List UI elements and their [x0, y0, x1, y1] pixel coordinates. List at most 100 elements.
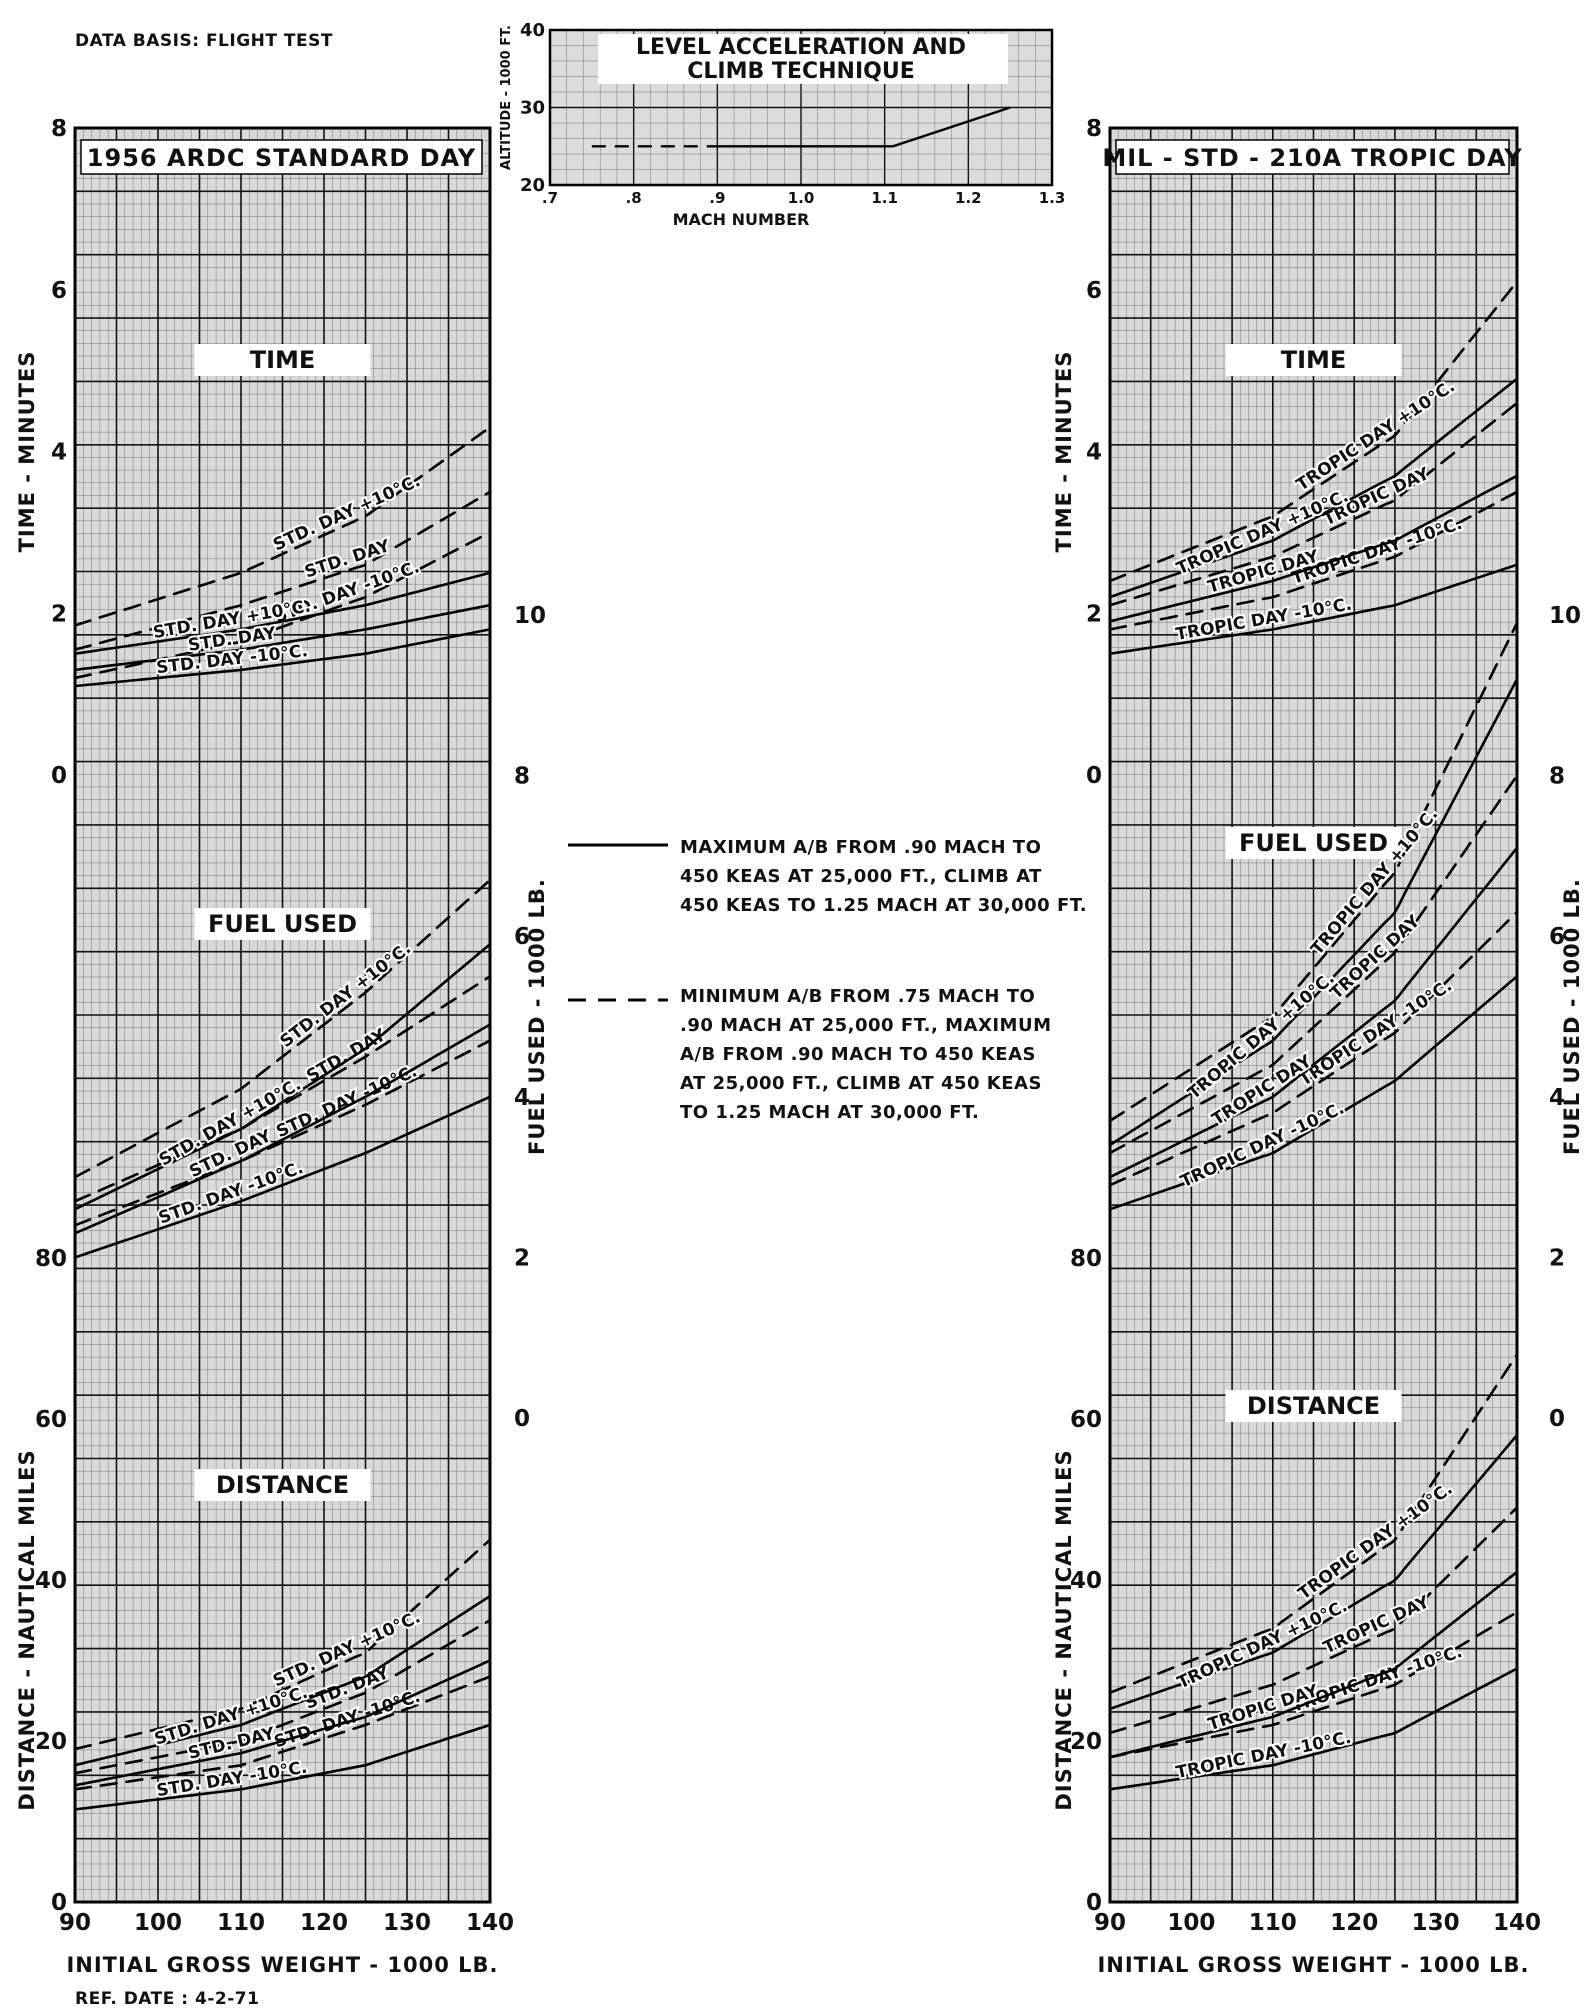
inset-frame	[548, 28, 1054, 187]
series-line-dashed	[73, 1619, 492, 1775]
inset-x-tick-label: 1.3	[1039, 189, 1066, 207]
section-title-background	[194, 344, 371, 376]
y-axis-title: FUEL USED - 1000 LB.	[525, 878, 549, 1155]
inset-x-tick-label: 1.0	[788, 189, 815, 207]
y-tick-label: 6	[51, 278, 67, 304]
series-line-solid	[1108, 377, 1519, 599]
x-tick-label: 120	[1330, 1910, 1378, 1936]
x-tick-label: 130	[1412, 1910, 1460, 1936]
series-line-solid	[1108, 563, 1519, 655]
series-line-solid	[1108, 474, 1519, 623]
y-tick-label: 8	[1549, 764, 1565, 790]
series-line-solid	[73, 571, 492, 655]
x-tick-label: 100	[1167, 1910, 1215, 1936]
legend: MAXIMUM A/B FROM .90 MACH TO 450 KEAS AT …	[568, 837, 1087, 1123]
inset-x-tick-label: 1.2	[955, 189, 982, 207]
series-line-solid	[1108, 1433, 1519, 1711]
x-tick-label: 90	[1094, 1910, 1126, 1936]
y-axis-title: TIME - MINUTES	[1052, 351, 1076, 553]
series-line-dashed	[1108, 1610, 1519, 1759]
y-tick-label: 20	[35, 1729, 67, 1755]
y-tick-label: 40	[1070, 1568, 1102, 1594]
section-title: DISTANCE	[1247, 1392, 1380, 1420]
series-line-solid	[73, 942, 492, 1211]
x-axis-title: INITIAL GROSS WEIGHT - 1000 LB.	[66, 1953, 498, 1977]
series-line-dashed	[1108, 774, 1519, 1155]
section-title: TIME	[250, 346, 316, 374]
section-title-background	[1225, 1390, 1402, 1422]
y-tick-label: 10	[514, 603, 546, 629]
y-tick-label: 40	[35, 1568, 67, 1594]
series-line-dashed	[73, 1675, 492, 1791]
series-line-solid	[1108, 677, 1519, 1147]
y-tick-label: 4	[514, 1085, 530, 1111]
series-line-solid	[1108, 975, 1519, 1211]
x-tick-label: 120	[300, 1910, 348, 1936]
y-tick-label: 0	[514, 1406, 530, 1432]
y-tick-label: 4	[51, 440, 67, 466]
y-tick-label: 60	[1070, 1407, 1102, 1433]
legend-solid-text: 450 KEAS AT 25,000 FT., CLIMB AT	[680, 866, 1042, 887]
inset-x-tick-label: .9	[709, 189, 725, 207]
series-line-dashed	[1108, 621, 1519, 1123]
data-basis-note: DATA BASIS: FLIGHT TEST	[75, 31, 333, 51]
series-line-dashed	[73, 1039, 492, 1227]
legend-solid-text: MAXIMUM A/B FROM .90 MACH TO	[680, 837, 1041, 858]
inset-y-axis-title: ALTITUDE - 1000 FT.	[499, 25, 514, 170]
panel-title: MIL - STD - 210A TROPIC DAY	[1102, 144, 1522, 172]
series-line-solid	[1108, 846, 1519, 1179]
section-title: TIME	[1281, 346, 1347, 374]
plot-frame	[1108, 126, 1519, 1904]
inset-title-line: LEVEL ACCELERATION AND	[636, 35, 966, 60]
series-line-dashed	[73, 425, 492, 627]
legend-dashed-text: TO 1.25 MACH AT 30,000 FT.	[680, 1102, 979, 1123]
y-tick-label: 2	[514, 1245, 530, 1271]
y-tick-label: 4	[1086, 440, 1102, 466]
plot-frame	[73, 126, 492, 1904]
series-line-dashed	[1108, 280, 1519, 583]
series-line-solid	[73, 1723, 492, 1811]
inset-y-tick-label: 40	[520, 20, 545, 41]
inset-x-tick-label: .7	[542, 189, 558, 207]
inset-x-tick-label: .8	[626, 189, 642, 207]
legend-solid-text: 450 KEAS TO 1.25 MACH AT 30,000 FT.	[680, 895, 1087, 916]
section-title: FUEL USED	[1239, 829, 1388, 857]
legend-dashed-text: MINIMUM A/B FROM .75 MACH TO	[680, 986, 1035, 1007]
inset-title-background	[598, 34, 1008, 84]
y-tick-label: 8	[1086, 116, 1102, 142]
inset-x-axis-title: MACH NUMBER	[673, 210, 810, 229]
y-tick-label: 2	[1086, 601, 1102, 627]
section-title-background	[194, 908, 371, 940]
series-line-solid	[73, 628, 492, 688]
section-title: DISTANCE	[216, 1471, 349, 1499]
legend-dashed-text: .90 MACH AT 25,000 FT., MAXIMUM	[680, 1015, 1051, 1036]
y-tick-label: 0	[1086, 763, 1102, 789]
panel-title: 1956 ARDC STANDARD DAY	[87, 144, 476, 172]
x-tick-label: 140	[466, 1910, 514, 1936]
inset-y-tick-label: 30	[520, 98, 545, 119]
section-title-background	[1225, 344, 1402, 376]
series-line-solid	[73, 1659, 492, 1787]
series-line-dashed	[73, 1538, 492, 1751]
y-tick-label: 6	[1086, 278, 1102, 304]
series-line-dashed	[1108, 910, 1519, 1187]
series-line-dashed	[1108, 401, 1519, 607]
y-tick-label: 10	[1549, 603, 1581, 629]
series-line-solid	[73, 1594, 492, 1767]
inset-y-tick-label: 20	[520, 175, 545, 196]
x-tick-label: 130	[383, 1910, 431, 1936]
y-tick-label: 0	[1086, 1890, 1102, 1916]
ref-date-note: REF. DATE : 4-2-71	[75, 1989, 259, 2009]
section-title-background	[194, 1469, 371, 1501]
series-line-solid	[73, 1095, 492, 1259]
series-line-solid	[1108, 1570, 1519, 1759]
x-tick-label: 90	[59, 1910, 91, 1936]
series-line-solid	[1108, 1667, 1519, 1791]
y-axis-title: DISTANCE - NAUTICAL MILES	[1052, 1449, 1076, 1810]
y-tick-label: 2	[1549, 1245, 1565, 1271]
series-line-solid	[73, 603, 492, 672]
x-tick-label: 110	[217, 1910, 265, 1936]
series-line-dashed	[73, 531, 492, 680]
legend-dashed-text: A/B FROM .90 MACH TO 450 KEAS	[680, 1044, 1036, 1065]
